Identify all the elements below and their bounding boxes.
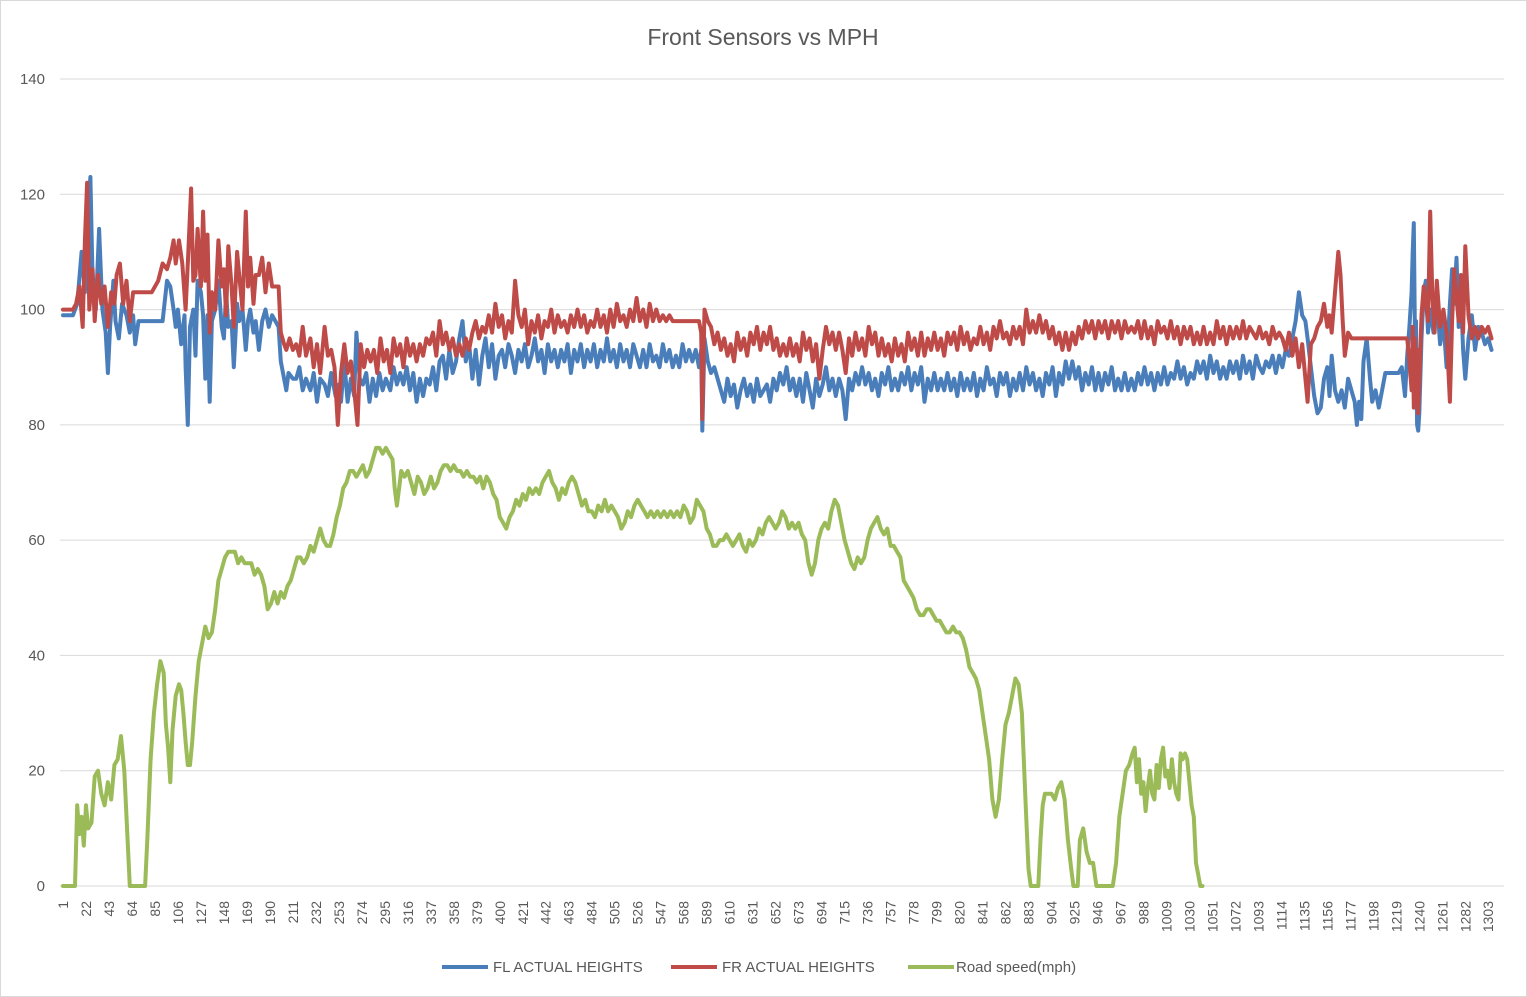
x-tick-label: 127 xyxy=(193,901,209,925)
x-tick-label: 1051 xyxy=(1204,901,1220,932)
series-line-1 xyxy=(61,175,1494,433)
x-tick-label: 673 xyxy=(791,901,807,925)
y-tick-label: 0 xyxy=(37,878,45,895)
y-tick-label: 80 xyxy=(28,417,45,434)
x-tick-label: 589 xyxy=(699,901,715,925)
x-tick-label: 106 xyxy=(170,901,186,925)
x-tick-label: 316 xyxy=(400,901,416,925)
x-tick-label: 253 xyxy=(331,901,347,925)
x-tick-label: 1030 xyxy=(1181,901,1197,932)
x-tick-label: 1156 xyxy=(1319,901,1335,931)
x-tick-label: 820 xyxy=(952,901,968,925)
legend-label-1: FL ACTUAL HEIGHTS xyxy=(493,959,643,976)
x-tick-label: 1093 xyxy=(1250,901,1266,932)
x-tick-label: 85 xyxy=(147,901,163,917)
x-tick-label: 610 xyxy=(722,901,738,925)
x-tick-label: 1303 xyxy=(1480,901,1496,932)
x-tick-label: 862 xyxy=(997,901,1013,925)
x-tick-label: 148 xyxy=(216,901,232,925)
x-tick-label: 547 xyxy=(653,901,669,925)
legend: FL ACTUAL HEIGHTS FR ACTUAL HEIGHTS Road s… xyxy=(442,959,1076,976)
y-tick-label: 60 xyxy=(28,532,45,549)
x-tick-label: 1072 xyxy=(1227,901,1243,932)
series-line-3 xyxy=(61,445,1205,888)
x-tick-label: 568 xyxy=(676,901,692,925)
x-tick-label: 358 xyxy=(446,901,462,925)
x-tick-label: 274 xyxy=(354,901,370,925)
x-tick-label: 211 xyxy=(285,901,301,924)
x-tick-label: 484 xyxy=(584,901,600,925)
x-tick-label: 1219 xyxy=(1388,901,1404,932)
x-tick-label: 988 xyxy=(1135,901,1151,925)
x-tick-label: 400 xyxy=(492,901,508,925)
legend-label-2: FR ACTUAL HEIGHTS xyxy=(722,959,875,976)
x-tick-label: 64 xyxy=(124,901,140,917)
x-tick-label: 43 xyxy=(101,901,117,917)
series-lines xyxy=(61,175,1494,888)
y-axis-ticks: 0 20 40 60 80 100 120 140 xyxy=(20,71,45,895)
x-tick-label: 757 xyxy=(883,901,899,925)
x-tick-label: 631 xyxy=(745,901,761,925)
x-tick-label: 778 xyxy=(906,901,922,925)
y-tick-label: 20 xyxy=(28,763,45,780)
x-tick-label: 904 xyxy=(1043,901,1059,925)
x-tick-label: 652 xyxy=(768,901,784,925)
legend-label-3: Road speed(mph) xyxy=(956,959,1076,976)
x-tick-label: 295 xyxy=(377,901,393,925)
y-tick-label: 140 xyxy=(20,71,45,88)
x-axis-ticks: 1 22 43 64 85 106 127 148 169 190 211 232 253 274 295 3… xyxy=(55,901,1496,932)
x-tick-label: 799 xyxy=(929,901,945,925)
series-line-2 xyxy=(61,180,1494,427)
x-tick-label: 190 xyxy=(262,901,278,925)
x-tick-label: 967 xyxy=(1112,901,1128,925)
x-tick-label: 1282 xyxy=(1457,901,1473,932)
x-tick-label: 1009 xyxy=(1158,901,1174,932)
grid xyxy=(60,78,1504,887)
x-tick-label: 421 xyxy=(515,901,531,925)
y-tick-label: 120 xyxy=(20,186,45,203)
x-tick-label: 694 xyxy=(814,901,830,925)
x-tick-label: 1135 xyxy=(1296,901,1312,931)
x-tick-label: 463 xyxy=(561,901,577,925)
x-tick-label: 715 xyxy=(837,901,853,925)
x-tick-label: 1261 xyxy=(1434,901,1450,932)
y-tick-label: 100 xyxy=(20,302,45,319)
x-tick-label: 1 xyxy=(55,901,71,909)
x-tick-label: 946 xyxy=(1089,901,1105,925)
x-tick-label: 736 xyxy=(860,901,876,925)
x-tick-label: 442 xyxy=(538,901,554,925)
x-tick-label: 883 xyxy=(1020,901,1036,925)
x-tick-label: 22 xyxy=(78,901,94,917)
x-tick-label: 505 xyxy=(607,901,623,925)
y-tick-label: 40 xyxy=(28,647,45,664)
x-tick-label: 232 xyxy=(308,901,324,925)
x-tick-label: 379 xyxy=(469,901,485,925)
x-tick-label: 1177 xyxy=(1342,901,1358,931)
x-tick-label: 169 xyxy=(239,901,255,925)
x-tick-label: 1114 xyxy=(1273,901,1289,930)
x-tick-label: 1198 xyxy=(1365,901,1381,931)
chart-title: Front Sensors vs MPH xyxy=(647,24,878,50)
x-tick-label: 1240 xyxy=(1411,901,1427,932)
x-tick-label: 841 xyxy=(975,901,991,925)
x-tick-label: 337 xyxy=(423,901,439,925)
x-tick-label: 925 xyxy=(1066,901,1082,925)
x-tick-label: 526 xyxy=(630,901,646,925)
